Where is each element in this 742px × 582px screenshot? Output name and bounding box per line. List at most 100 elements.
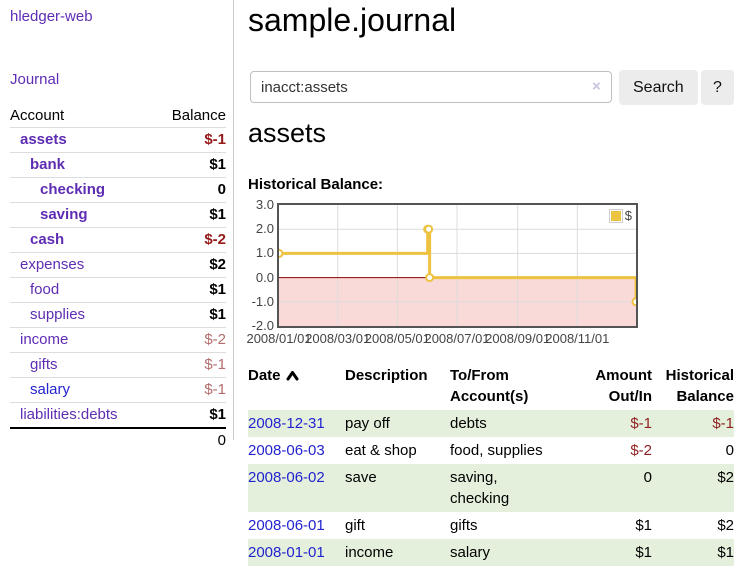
sort-ascending-icon: [286, 371, 299, 381]
x-axis-tick-label: 2008/01/01: [246, 331, 312, 346]
register-date-link[interactable]: 2008-06-03: [248, 442, 325, 459]
register-amount: $1: [575, 539, 652, 566]
register-balance: $1: [652, 539, 734, 566]
x-axis-tick-label: 2008/05/01: [364, 331, 430, 346]
account-row: checking 0: [10, 177, 226, 203]
sidebar-account-link[interactable]: checking: [40, 181, 106, 198]
accounts-total-row: 0: [10, 427, 226, 453]
sidebar-account-link[interactable]: expenses: [20, 256, 85, 273]
register-header-amount: Amount Out/In: [595, 367, 652, 405]
account-title: assets: [248, 118, 327, 148]
x-axis-tick-label: 2008/07/01: [424, 331, 490, 346]
register-header-date[interactable]: Date: [248, 362, 345, 410]
sidebar-account-link[interactable]: income: [20, 331, 69, 348]
sidebar-account-link[interactable]: saving: [40, 206, 88, 223]
account-row: salary $-1: [10, 377, 226, 403]
register-accounts: salary: [450, 539, 575, 566]
sidebar-account-link[interactable]: bank: [30, 156, 66, 173]
sidebar-account-link[interactable]: gifts: [30, 356, 58, 373]
register-amount: $1: [635, 517, 652, 534]
brand-link[interactable]: hledger-web: [10, 8, 93, 25]
register-amount: 0: [575, 464, 652, 512]
register-header-description: Description: [345, 367, 428, 384]
accounts-total-value: 0: [153, 427, 226, 453]
sidebar-account-balance: $1: [153, 302, 226, 328]
register-description: eat & shop: [345, 442, 417, 459]
register-balance: $-1: [652, 410, 734, 437]
chart-legend: $: [608, 208, 632, 223]
sidebar-account-link[interactable]: assets: [20, 131, 67, 148]
chart-title: Historical Balance:: [248, 176, 384, 193]
sidebar-account-balance: 0: [153, 177, 226, 203]
x-axis-tick-label: 2008/09/01: [485, 331, 551, 346]
sidebar-account-balance: $-2: [153, 227, 226, 253]
register-date-link[interactable]: 2008-06-02: [248, 469, 325, 486]
search-input[interactable]: [250, 71, 612, 103]
sidebar-account-link[interactable]: salary: [30, 381, 71, 398]
register-description: save: [345, 464, 450, 512]
register-row: 2008-01-01 income salary $1 $1: [248, 539, 734, 566]
legend-label: $: [624, 208, 632, 223]
accounts-total-spacer: [10, 427, 154, 453]
account-row: assets $-1: [10, 127, 226, 153]
register-description: pay off: [345, 410, 450, 437]
sidebar-divider: [233, 0, 234, 440]
register-date-link[interactable]: 2008-06-01: [248, 517, 325, 534]
register-date-link[interactable]: 2008-01-01: [248, 544, 325, 561]
chart-plot-area: $: [274, 203, 641, 328]
account-row: bank $1: [10, 152, 226, 178]
sidebar-account-balance: $1: [209, 406, 226, 423]
register-header-balance: Historical Balance: [665, 367, 734, 405]
y-axis-tick-label: -2.0: [251, 318, 274, 333]
register-accounts: saving, checking: [450, 464, 575, 512]
register-accounts: food, supplies: [450, 442, 543, 459]
register-row: 2008-12-31 pay off debts $-1 $-1: [248, 410, 734, 437]
sidebar-account-link[interactable]: liabilities:debts: [20, 406, 118, 423]
register-accounts: debts: [450, 410, 575, 437]
y-axis-tick-label: 3.0: [255, 197, 274, 212]
accounts-header-account: Account: [10, 104, 154, 128]
x-axis-tick-label: 2008/03/01: [305, 331, 371, 346]
register-table: Date Description To/From Account(s) Amou…: [248, 362, 734, 566]
accounts-table: Account Balance assets $-1 bank $1 checking 0…: [10, 104, 226, 453]
register-accounts: gifts: [450, 517, 478, 534]
sidebar-account-link[interactable]: supplies: [30, 306, 86, 323]
y-axis-tick-label: 0.0: [255, 269, 274, 285]
search-button[interactable]: Search: [619, 70, 698, 105]
account-row: cash $-2: [10, 227, 226, 253]
account-row: food $1: [10, 277, 226, 303]
help-button[interactable]: ?: [701, 70, 734, 105]
accounts-header-balance: Balance: [153, 104, 226, 128]
chart-canvas: [274, 205, 641, 326]
register-date-link[interactable]: 2008-12-31: [248, 415, 325, 432]
register-row: 2008-06-03 eat & shop food, supplies $-2 0: [248, 437, 734, 464]
register-amount: $-2: [630, 442, 652, 459]
register-row: 2008-06-02 save saving, checking 0 $2: [248, 464, 734, 512]
sidebar-item-journal[interactable]: Journal: [10, 71, 60, 88]
sidebar-account-balance: $-1: [153, 127, 226, 153]
historical-balance-chart: 3.0 2.0 1.0 0.0 -1.0 -2.0 $ 2008/01/01 2008/03…: [246, 197, 676, 353]
sidebar-account-balance: $1: [153, 277, 226, 303]
register-description: income: [345, 539, 450, 566]
account-row: saving $1: [10, 202, 226, 228]
y-axis-tick-label: 1.0: [255, 245, 274, 261]
x-axis-tick-label: 2008/11/01: [545, 331, 610, 346]
y-axis-tick-label: 2.0: [255, 221, 274, 237]
account-row: liabilities:debts $1: [10, 403, 226, 429]
sidebar-account-link[interactable]: food: [30, 281, 60, 298]
register-balance: $2: [717, 517, 734, 534]
register-header-accounts: To/From Account(s): [450, 367, 529, 405]
sidebar-account-balance: $-2: [153, 327, 226, 353]
sidebar-account-balance: $1: [153, 202, 226, 228]
page-title: sample.journal: [248, 2, 457, 38]
account-row: income $-2: [10, 327, 226, 353]
register-description: gift: [345, 517, 366, 534]
sidebar-account-link[interactable]: cash: [30, 231, 65, 248]
clear-search-icon[interactable]: ×: [592, 78, 601, 95]
account-row: supplies $1: [10, 302, 226, 328]
account-row: gifts $-1: [10, 352, 226, 378]
sidebar-account-balance: $-1: [153, 377, 226, 403]
y-axis-tick-label: -1.0: [251, 293, 274, 309]
sidebar-account-balance: $1: [153, 152, 226, 178]
